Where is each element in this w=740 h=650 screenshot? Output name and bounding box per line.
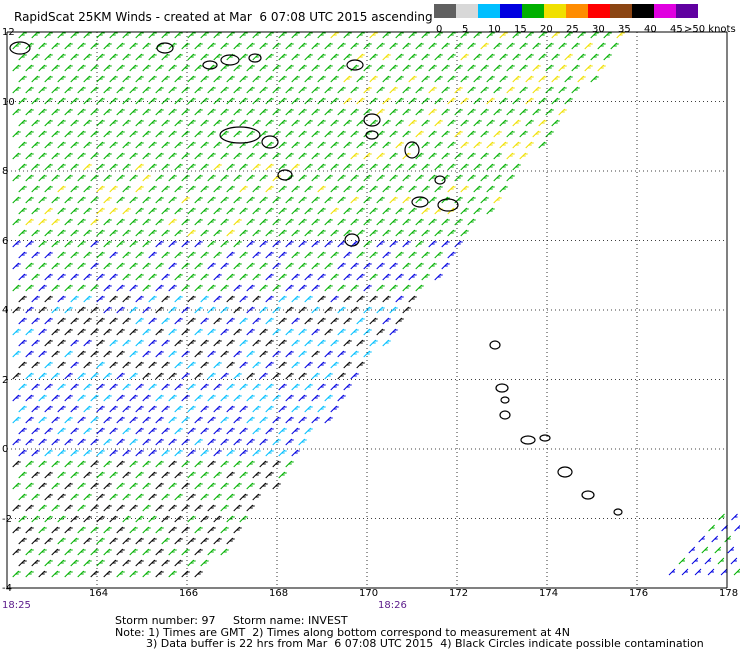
legend-tick: 25	[566, 24, 579, 35]
legend-tick: 45	[670, 24, 683, 35]
legend-swatch	[588, 4, 610, 18]
note-line-2: 3) Data buffer is 22 hrs from Mar 6 07:0…	[146, 637, 704, 650]
legend-tick: 40	[644, 24, 657, 35]
time-label-left: 18:25	[2, 600, 31, 611]
lon-label: 176	[629, 588, 649, 599]
lon-label: 166	[179, 588, 199, 599]
legend-swatch	[434, 4, 456, 18]
island-outlines	[9, 41, 623, 516]
legend-swatch	[500, 4, 522, 18]
legend-swatch	[610, 4, 632, 18]
map-title: RapidScat 25KM Winds - created at Mar 6 …	[14, 10, 433, 24]
lat-label: 6	[2, 235, 9, 247]
legend-swatch	[544, 4, 566, 18]
lat-label: -2	[2, 513, 12, 525]
lat-label: 0	[2, 444, 9, 455]
legend-tick: 10	[488, 24, 501, 35]
lon-label: 168	[269, 588, 289, 599]
legend-swatch	[566, 4, 588, 18]
storm-info: Storm number: 97 Storm name: INVEST	[115, 614, 348, 627]
legend-swatch	[654, 4, 676, 18]
lat-label: 8	[2, 166, 9, 177]
legend-tick: 20	[540, 24, 553, 35]
lon-label: 170	[359, 588, 379, 599]
lon-label: 172	[449, 588, 469, 599]
legend-swatch	[632, 4, 654, 18]
legend-swatch	[478, 4, 500, 18]
wind-barbs	[12, 31, 740, 578]
lat-label: 10	[2, 96, 15, 108]
legend-tick: 30	[592, 24, 605, 35]
legend-unit: >50 knots	[684, 24, 736, 35]
legend-tick: 15	[514, 24, 527, 35]
lat-label: -4	[2, 583, 12, 594]
lon-label: 178	[719, 588, 739, 599]
lon-label: 174	[539, 588, 559, 599]
legend-tick: 5	[462, 24, 469, 35]
time-label-mid: 18:26	[378, 600, 407, 611]
lat-label: 12	[2, 27, 15, 38]
legend-tick: 35	[618, 24, 631, 35]
note-line-1: Note: 1) Times are GMT 2) Times along bo…	[115, 626, 570, 639]
lat-label: 2	[2, 374, 9, 386]
legend-swatch	[456, 4, 478, 18]
lon-label: 164	[89, 588, 109, 599]
legend-tick: 0	[436, 24, 443, 35]
lat-label: 4	[2, 305, 9, 316]
legend-swatch	[522, 4, 544, 18]
legend-swatch	[676, 4, 698, 18]
